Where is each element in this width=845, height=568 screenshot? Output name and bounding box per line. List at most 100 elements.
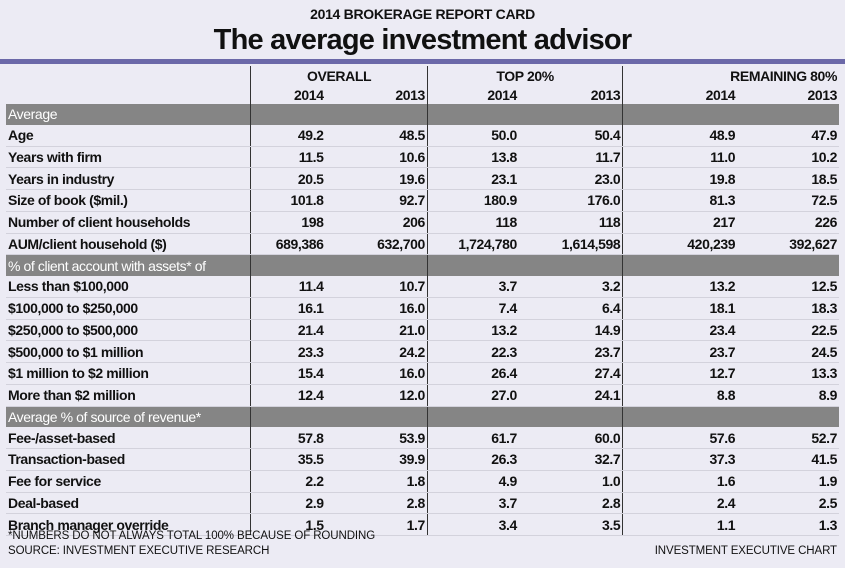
cell-value: 13.2 xyxy=(622,276,738,298)
table-row: Size of book ($mil.) 101.8 92.7 180.9 176.0 8… xyxy=(6,189,839,212)
table-row: Transaction-based 35.5 39.9 26.3 32.7 37.3 41.… xyxy=(6,448,839,471)
cell-value: 23.7 xyxy=(622,340,738,363)
cell-value: 16.0 xyxy=(325,297,428,320)
year-header: 2013 xyxy=(590,86,621,103)
cell-value: 49.2 xyxy=(250,124,326,147)
year-header: 2014 xyxy=(250,85,326,104)
cell-value: 72.5 xyxy=(737,189,839,212)
cell-value: 21.0 xyxy=(325,319,428,342)
cell-value: 10.7 xyxy=(325,276,428,298)
table-row: Branch manager override 1.5 1.7 3.4 3.5 1.1 1.… xyxy=(6,513,839,536)
cell-value: 2.2 xyxy=(250,470,326,493)
cell-value: 50.0 xyxy=(426,124,519,147)
cell-value: 57.8 xyxy=(250,427,326,450)
year-header: 2014 xyxy=(622,85,738,104)
cell-value: 12.4 xyxy=(250,384,326,407)
accent-divider xyxy=(0,59,845,64)
cell-value: 24.1 xyxy=(518,384,623,407)
cell-value: 12.0 xyxy=(325,384,428,407)
cell-value: 10.6 xyxy=(325,146,428,169)
cell-value: 21.4 xyxy=(250,319,326,342)
row-label: Years in industry xyxy=(6,167,251,190)
cell-value: 50.4 xyxy=(518,124,623,147)
cell-value: 2.4 xyxy=(622,492,738,515)
cell-value: 26.4 xyxy=(426,362,519,385)
cell-value: 92.7 xyxy=(325,189,428,212)
row-label: Branch manager override xyxy=(6,513,251,536)
cell-value: 11.0 xyxy=(622,146,738,169)
cell-value: 180.9 xyxy=(426,189,519,212)
cell-value: 2.8 xyxy=(518,492,623,515)
row-label: Less than $100,000 xyxy=(6,276,251,298)
cell-value: 24.2 xyxy=(325,340,428,363)
cell-value: 24.5 xyxy=(737,340,839,363)
cell-value: 13.3 xyxy=(737,362,839,385)
table-row: AUM/client household ($) 689,386 632,700 1,… xyxy=(6,233,839,256)
year-header-row: 2014 2013 2014 2013 2014 2013 xyxy=(6,85,839,104)
cell-value: 2.9 xyxy=(250,492,326,515)
cell-value: 52.7 xyxy=(737,427,839,450)
cell-value: 1.5 xyxy=(250,513,326,536)
cell-value: 18.5 xyxy=(737,167,839,190)
row-label: $250,000 to $500,000 xyxy=(6,319,251,342)
table-row: Age 49.2 48.5 50.0 50.4 48.9 47.9 xyxy=(6,124,839,147)
cell-value: 60.0 xyxy=(518,427,623,450)
cell-value: 1.8 xyxy=(325,470,428,493)
cell-value: 118 xyxy=(426,211,519,234)
group-header: OVERALL xyxy=(250,66,428,85)
year-header: 2014 xyxy=(426,85,519,104)
cell-value: 118 xyxy=(518,211,623,234)
cell-value: 3.5 xyxy=(518,513,623,536)
cell-value: 48.9 xyxy=(622,124,738,147)
row-label: Size of book ($mil.) xyxy=(6,189,251,212)
cell-value: 176.0 xyxy=(518,189,623,212)
cell-value: 22.3 xyxy=(426,340,519,363)
cell-value: 7.4 xyxy=(426,297,519,320)
cell-value: 35.5 xyxy=(250,448,326,471)
cell-value: 27.4 xyxy=(518,362,623,385)
cell-value: 3.7 xyxy=(426,492,519,515)
source-note: SOURCE: INVESTMENT EXECUTIVE RESEARCH xyxy=(8,545,270,557)
cell-value: 81.3 xyxy=(622,189,738,212)
table-row: $250,000 to $500,000 21.4 21.0 13.2 14.9 23.4… xyxy=(6,319,839,342)
row-label: Number of client households xyxy=(6,211,251,234)
row-label: $1 million to $2 million xyxy=(6,362,251,385)
cell-value: 11.4 xyxy=(250,276,326,298)
cell-value: 19.8 xyxy=(622,167,738,190)
cell-value: 61.7 xyxy=(426,427,519,450)
cell-value: 217 xyxy=(622,211,738,234)
cell-value: 632,700 xyxy=(325,233,428,256)
cell-value: 41.5 xyxy=(737,448,839,471)
cell-value: 23.3 xyxy=(250,340,326,363)
table-row: $1 million to $2 million 15.4 16.0 26.4 27.4… xyxy=(6,362,839,385)
cell-value: 10.2 xyxy=(737,146,839,169)
cell-value: 14.9 xyxy=(518,319,623,342)
cell-value: 689,386 xyxy=(250,233,326,256)
row-label: More than $2 million xyxy=(6,384,251,407)
data-table: OVERALL TOP 20% REMAINING 80% 2014 2013 … xyxy=(6,66,839,536)
cell-value: 16.0 xyxy=(325,362,428,385)
table-row: $100,000 to $250,000 16.1 16.0 7.4 6.4 18.1 18… xyxy=(6,297,839,320)
cell-value: 11.7 xyxy=(518,146,623,169)
cell-value: 23.7 xyxy=(518,340,623,363)
cell-value: 26.3 xyxy=(426,448,519,471)
cell-value: 8.9 xyxy=(737,384,839,407)
kicker: 2014 BROKERAGE REPORT CARD xyxy=(310,6,535,22)
cell-value: 1,614,598 xyxy=(518,233,623,256)
chart-credit: INVESTMENT EXECUTIVE CHART xyxy=(654,545,837,557)
cell-value: 1.3 xyxy=(737,513,839,536)
table-row: Number of client households 198 206 118 118 2… xyxy=(6,211,839,234)
cell-value: 226 xyxy=(737,211,839,234)
cell-value: 12.7 xyxy=(622,362,738,385)
cell-value: 13.2 xyxy=(426,319,519,342)
cell-value: 1.0 xyxy=(518,470,623,493)
year-header: 2013 xyxy=(807,86,837,103)
cell-value: 2.8 xyxy=(325,492,428,515)
cell-value: 20.5 xyxy=(250,167,326,190)
cell-value: 27.0 xyxy=(426,384,519,407)
cell-value: 8.8 xyxy=(622,384,738,407)
group-header: TOP 20% xyxy=(426,66,623,85)
section-header-row: % of client account with assets* of xyxy=(6,254,839,276)
table-row: Years with firm 11.5 10.6 13.8 11.7 11.0 10.2 xyxy=(6,146,839,169)
table-row: Deal-based 2.9 2.8 3.7 2.8 2.4 2.5 xyxy=(6,492,839,515)
